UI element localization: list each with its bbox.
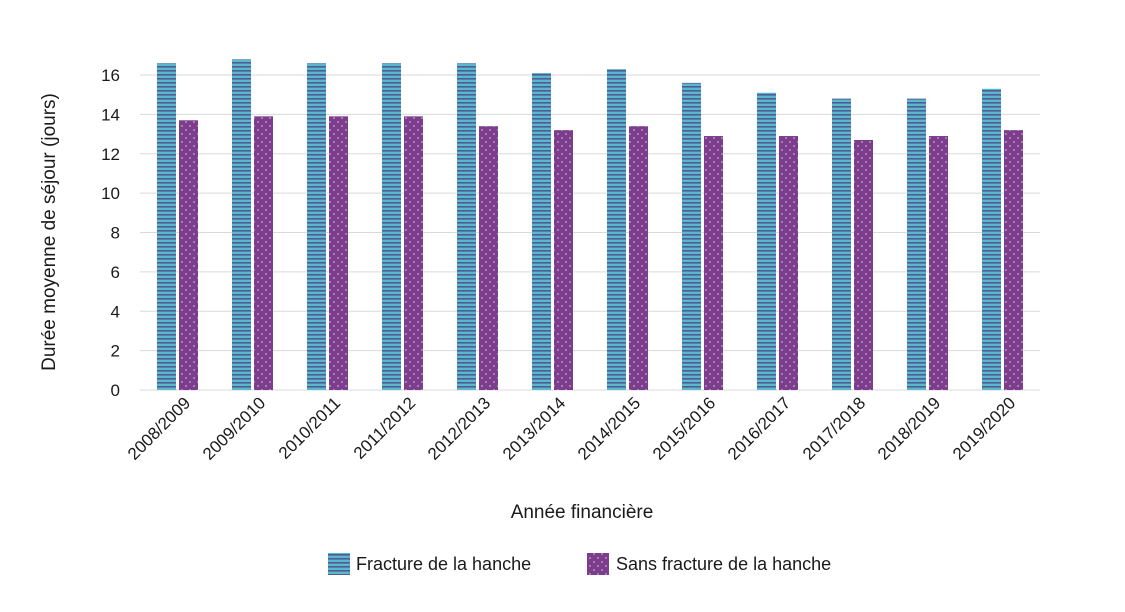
y-tick-label: 4 [111, 302, 120, 321]
bar-sans-fracture [329, 116, 348, 390]
y-tick-label: 12 [101, 145, 120, 164]
bar-fracture [457, 63, 476, 390]
bar-sans-fracture [1004, 130, 1023, 390]
bar-fracture [232, 59, 251, 390]
x-axis-title: Année financière [511, 502, 654, 523]
bar-sans-fracture [179, 120, 198, 390]
x-tick-label: 2018/2019 [874, 393, 944, 463]
bars [157, 59, 1023, 390]
legend-swatch-fracture [328, 553, 350, 575]
x-tick-labels: 2008/2009 2009/2010 2010/2011 2011/2012 2012… [124, 393, 1019, 463]
y-axis-title: Durée moyenne de séjour (jours) [39, 93, 60, 371]
y-tick-label: 14 [101, 105, 120, 124]
bar-fracture [532, 73, 551, 390]
gridlines [140, 74, 1040, 391]
legend-label-sans-fracture: Sans fracture de la hanche [616, 554, 831, 574]
bar-sans-fracture [254, 116, 273, 390]
x-tick-label: 2011/2012 [350, 393, 419, 462]
x-tick-label: 2017/2018 [799, 393, 869, 463]
bar-fracture [757, 92, 776, 390]
x-tick-label: 2016/2017 [724, 393, 794, 463]
x-tick-label: 2015/2016 [649, 393, 719, 463]
bar-fracture [982, 88, 1001, 390]
bar-fracture [157, 63, 176, 390]
y-tick-label: 16 [101, 66, 120, 85]
bar-sans-fracture [479, 126, 498, 390]
x-tick-label: 2019/2020 [949, 393, 1019, 463]
x-tick-label: 2009/2010 [199, 393, 269, 463]
bar-fracture [682, 82, 701, 390]
y-tick-label: 8 [111, 224, 120, 243]
bar-fracture [832, 98, 851, 390]
bar-fracture [382, 63, 401, 390]
bar-sans-fracture [854, 139, 873, 390]
bar-sans-fracture [404, 116, 423, 390]
x-tick-label: 2013/2014 [499, 393, 569, 463]
x-tick-label: 2012/2013 [424, 393, 494, 463]
x-tick-label: 2010/2011 [275, 393, 344, 462]
legend: Fracture de la hanche Sans fracture de l… [328, 553, 831, 575]
bar-sans-fracture [704, 136, 723, 390]
bar-sans-fracture [779, 136, 798, 390]
legend-label-fracture: Fracture de la hanche [356, 554, 531, 574]
x-tick-label: 2008/2009 [124, 393, 194, 463]
y-tick-label: 2 [111, 342, 120, 361]
bar-sans-fracture [629, 126, 648, 390]
y-tick-label: 10 [101, 184, 120, 203]
bar-sans-fracture [929, 136, 948, 390]
bar-fracture [307, 63, 326, 390]
bar-fracture [907, 98, 926, 390]
bar-sans-fracture [554, 130, 573, 390]
legend-swatch-sans-fracture [587, 553, 609, 575]
y-tick-label: 0 [111, 381, 120, 400]
bar-fracture [607, 69, 626, 390]
y-tick-label: 6 [111, 263, 120, 282]
y-tick-labels: 0 2 4 6 8 10 12 14 16 [101, 66, 120, 400]
x-tick-label: 2014/2015 [574, 393, 644, 463]
